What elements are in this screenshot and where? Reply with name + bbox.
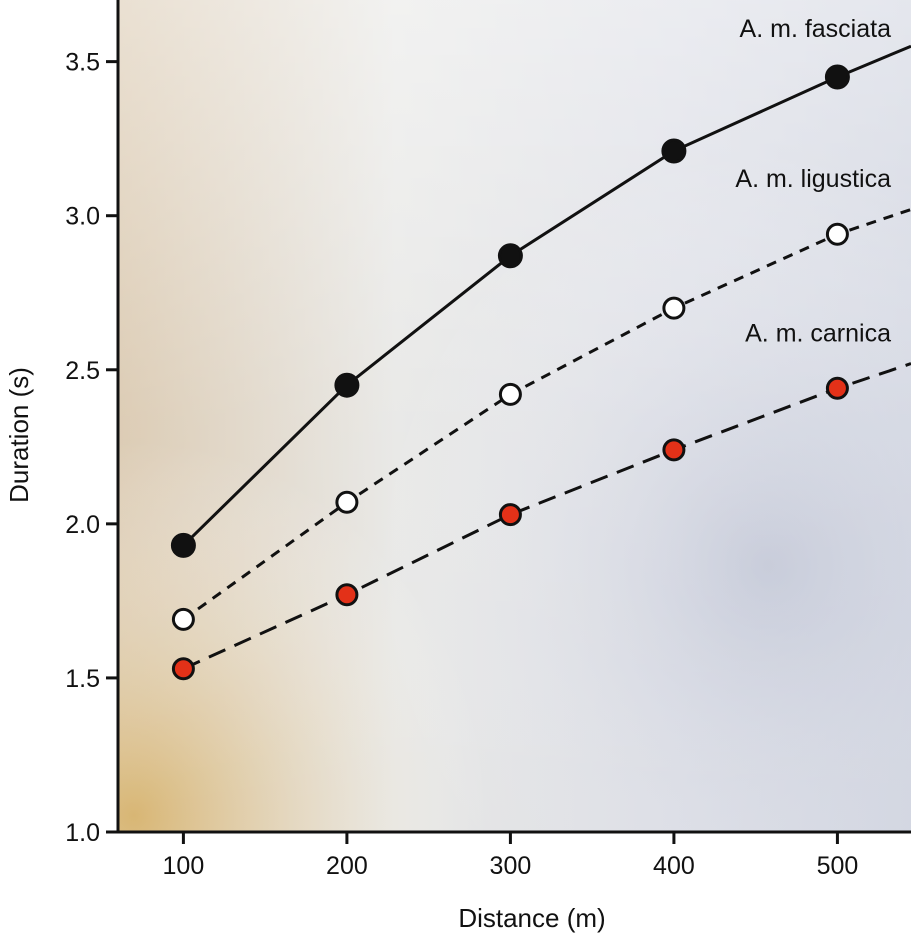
data-point-a-m-fasciata xyxy=(170,532,196,558)
data-point-a-m-fasciata xyxy=(824,64,850,90)
data-point-a-m-fasciata xyxy=(661,138,687,164)
data-point-a-m-ligustica xyxy=(171,607,195,631)
x-tick-label: 400 xyxy=(653,852,695,880)
series-label-a-m-fasciata: A. m. fasciata xyxy=(740,15,892,43)
data-point-a-m-carnica xyxy=(171,657,195,681)
data-point-a-m-ligustica xyxy=(498,382,522,406)
data-point-a-m-carnica xyxy=(825,376,849,400)
plot-area-top-fade xyxy=(118,0,911,832)
series-label-a-m-carnica: A. m. carnica xyxy=(745,319,891,347)
series-layer: A. m. fasciata A. m. ligustica A. m. carni… xyxy=(170,15,911,681)
data-point-a-m-ligustica xyxy=(662,296,686,320)
series-labels: A. m. fasciata A. m. ligustica A. m. carni… xyxy=(735,15,891,347)
series-label-a-m-ligustica: A. m. ligustica xyxy=(735,165,891,193)
x-tick-label: 500 xyxy=(817,852,859,880)
series-markers xyxy=(170,64,850,681)
x-tick-label: 100 xyxy=(163,852,205,880)
plot-background xyxy=(118,0,911,832)
series-line-a-m-fasciata xyxy=(182,44,911,547)
y-tick-label: 1.0 xyxy=(65,819,100,847)
y-axis-title: Duration (s) xyxy=(4,367,34,503)
y-tick-label: 2.5 xyxy=(65,357,100,385)
data-point-a-m-ligustica xyxy=(335,490,359,514)
y-tick-label: 3.5 xyxy=(65,49,100,77)
axes: 1.0 1.5 2.0 2.5 3.0 3.5 100 200 300 400 500 xyxy=(65,0,911,880)
x-tick-label: 200 xyxy=(326,852,368,880)
data-point-a-m-carnica xyxy=(335,583,359,607)
data-point-a-m-fasciata xyxy=(497,243,523,269)
data-point-a-m-carnica xyxy=(498,503,522,527)
series-lines xyxy=(182,44,911,671)
y-tick-label: 2.0 xyxy=(65,511,100,539)
y-tick-label: 1.5 xyxy=(65,665,100,693)
x-tick-label: 300 xyxy=(490,852,532,880)
x-axis-title: Distance (m) xyxy=(458,903,605,933)
series-line-a-m-carnica xyxy=(182,362,911,671)
data-point-a-m-carnica xyxy=(662,438,686,462)
data-point-a-m-ligustica xyxy=(825,222,849,246)
series-line-a-m-ligustica xyxy=(182,208,911,621)
y-tick-label: 3.0 xyxy=(65,203,100,231)
data-point-a-m-fasciata xyxy=(334,372,360,398)
